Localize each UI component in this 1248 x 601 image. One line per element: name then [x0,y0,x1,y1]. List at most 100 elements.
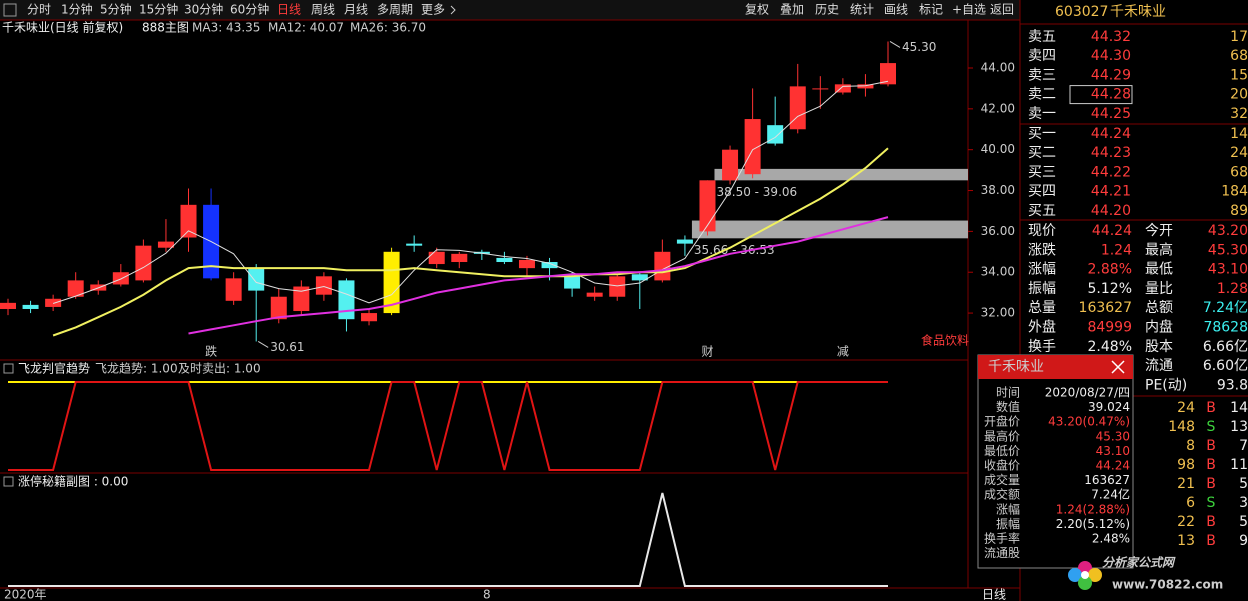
quote-value: 163627 [1079,300,1132,316]
action-button[interactable]: 复权 [745,3,769,17]
trade-volume: 6 [1186,495,1195,511]
y-tick-label: 42.00 [981,101,1015,115]
period-tab[interactable]: 日线 [277,3,301,17]
action-button[interactable]: 统计 [850,3,874,17]
y-tick-label: 40.00 [981,142,1015,156]
candle-body [631,274,648,281]
candle-body [676,239,693,244]
period-tab[interactable]: 5分钟 [100,2,132,17]
event-marker: 跌 [205,344,217,359]
book-label: 买五 [1028,203,1056,219]
watermark-url: www.70822.com [1112,578,1223,592]
candle-body [135,245,152,281]
trade-count: 5 [1239,476,1248,492]
book-price: 44.21 [1091,184,1131,200]
book-volume: 68 [1230,164,1248,180]
chart-subtitle: 888主图 [142,21,189,35]
legend-entry: MA12: 40.07 [268,21,344,35]
quote-value: 45.30 [1208,242,1248,258]
moving-average [188,216,889,335]
period-tab[interactable]: 60分钟 [230,2,269,17]
tooltip-value: 45.30 [1096,429,1130,443]
quote-label: 涨幅 [1028,262,1056,278]
tooltip-label: 成交量 [984,472,1020,487]
candle-body [699,180,716,232]
book-price: 44.30 [1091,48,1131,64]
quote-label: 振幅 [1028,281,1056,297]
candle-body [654,251,671,281]
trade-volume: 98 [1177,457,1195,473]
period-tab[interactable]: 多周期 [377,3,413,17]
quote-label: 最高 [1145,241,1173,258]
quote-value: 5.12% [1088,281,1132,297]
period-tab[interactable]: 15分钟 [139,2,178,17]
candle-body [315,276,332,295]
date-label: 8 [483,588,491,601]
close-button[interactable] [1111,360,1125,374]
quote-value: 7.24亿 [1203,300,1248,316]
candle-body [406,243,423,246]
candle-body [744,119,761,175]
book-label: 卖三 [1028,67,1056,83]
period-tab[interactable]: 更多 [421,3,445,17]
tooltip-value: 2.20(5.12%) [1056,517,1130,531]
menu-icon[interactable] [3,3,17,17]
period-tab[interactable]: 30分钟 [184,2,223,17]
quote-value: 93.8 [1217,377,1248,393]
trade-count: 9 [1239,533,1248,549]
period-tab[interactable]: 月线 [344,3,368,17]
action-button[interactable]: 返回 [990,3,1014,17]
trade-side: B [1206,457,1216,473]
trade-side: S [1207,419,1216,435]
tooltip-header [978,355,1133,379]
trade-side: B [1206,533,1216,549]
book-price: 44.23 [1091,145,1131,161]
tooltip-value: 2.48% [1092,532,1130,546]
candle-body [22,304,39,309]
quote-value: 78628 [1203,320,1248,336]
action-button[interactable]: 叠加 [780,3,804,17]
tooltip [977,354,1134,569]
action-button[interactable]: 标记 [919,3,943,17]
candle-body [293,286,310,312]
book-label: 买四 [1028,184,1056,200]
date-label: 2020年 [4,588,47,601]
y-tick-label: 36.00 [981,224,1015,238]
tooltip-value: 1.24(2.88%) [1056,502,1130,516]
book-price: 44.24 [1091,126,1131,142]
y-tick-label: 44.00 [981,60,1015,74]
event-marker: 减 [837,345,849,359]
action-button[interactable]: 历史 [815,3,839,17]
candle-body [564,276,581,289]
tooltip-label: 最低价 [984,444,1020,458]
candle-body [270,296,287,320]
candle-body [451,253,468,263]
candle-body [180,204,197,238]
period-tab[interactable]: 周线 [311,3,335,17]
price-zone [691,220,968,239]
book-label: 卖五 [1028,29,1056,45]
quote-value: 84999 [1087,320,1132,336]
trade-side: S [1207,495,1216,511]
stock-code: 603027 [1055,4,1108,20]
book-label: 卖二 [1028,87,1056,103]
tooltip-value: 43.10 [1096,444,1130,458]
period-tab[interactable]: 分时 [27,3,51,17]
quote-label: 今开 [1145,223,1173,239]
tooltip-label: 成交额 [984,487,1020,502]
book-volume: 20 [1230,87,1248,103]
annotation-leader [257,341,269,348]
panel-title: 飞龙判官趋势 [18,361,90,376]
candle-body [789,86,806,130]
book-volume: 14 [1230,126,1248,142]
period-tab[interactable]: 1分钟 [61,2,93,17]
tooltip-label: 换手率 [984,531,1020,546]
quote-label: 现价 [1028,223,1056,239]
action-button[interactable]: 画线 [884,3,908,17]
candle-body [834,84,851,93]
y-tick-label: 32.00 [981,306,1015,320]
trade-volume: 21 [1177,476,1195,492]
zone-label: 35.66 - 36.53 [694,243,775,257]
book-label: 卖四 [1028,48,1056,64]
action-button[interactable]: +自选 [952,3,986,17]
